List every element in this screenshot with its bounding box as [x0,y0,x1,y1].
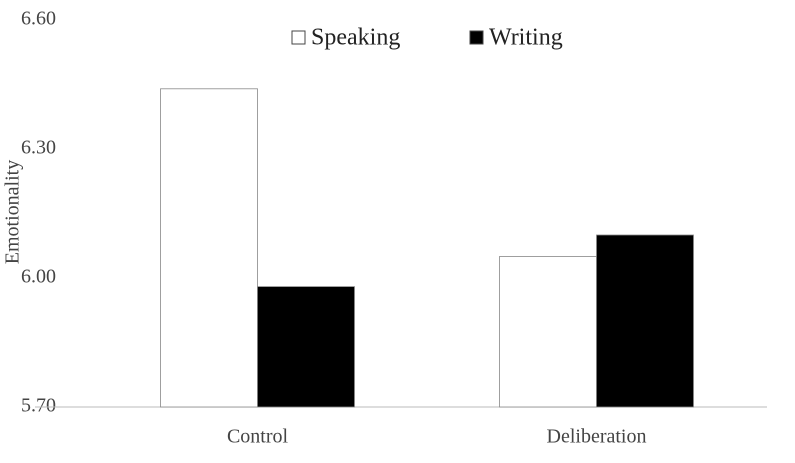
bar [596,234,694,408]
y-axis-title: Emotionality [2,160,24,264]
y-tick-label: 6.60 [21,8,56,30]
legend-swatch [469,30,484,45]
y-tick-label: 6.30 [21,137,56,159]
bar [160,88,258,408]
x-tick-label: Deliberation [547,426,647,448]
legend-swatch [291,30,306,45]
x-tick-label: Control [227,426,289,448]
legend-label: Speaking [311,25,400,51]
y-tick-label: 5.70 [21,395,56,417]
y-tick-label: 6.00 [21,266,56,288]
bar [257,286,355,408]
bar [499,256,597,408]
legend-label: Writing [489,25,563,51]
